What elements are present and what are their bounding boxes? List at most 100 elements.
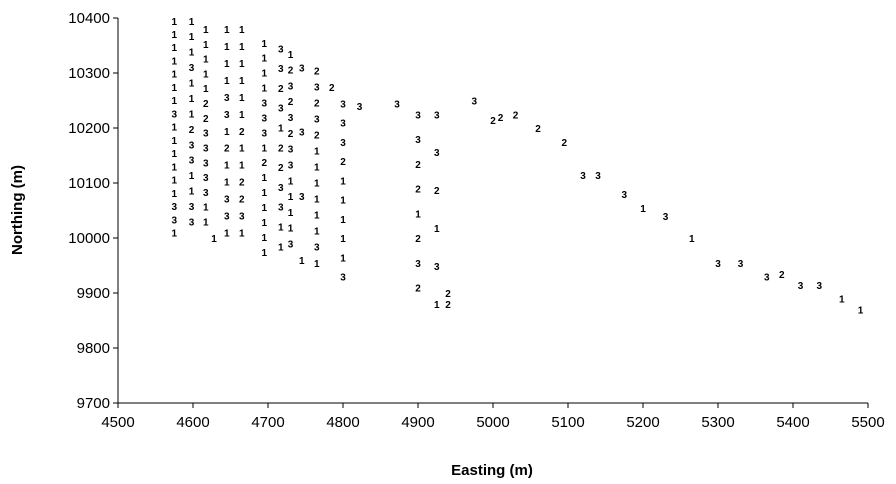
data-point-label: 1 <box>261 218 267 229</box>
data-point-label: 3 <box>288 145 294 156</box>
data-point-label: 3 <box>171 109 177 120</box>
data-point-label: 1 <box>171 189 177 200</box>
data-point-label: 2 <box>314 98 320 109</box>
data-point-label: 1 <box>340 253 346 264</box>
data-point-label: 1 <box>203 84 209 95</box>
data-point-label: 3 <box>189 140 195 151</box>
data-point-label: 3 <box>261 128 267 139</box>
data-point-label: 3 <box>224 212 230 223</box>
data-point-label: 1 <box>189 32 195 43</box>
data-point-label: 1 <box>203 203 209 214</box>
axes <box>117 18 868 404</box>
data-point-label: 1 <box>288 208 294 219</box>
data-point-label: 2 <box>278 143 284 154</box>
data-point-label: 1 <box>314 195 320 206</box>
data-point-label: 1 <box>278 123 284 134</box>
data-point-label: 3 <box>203 158 209 169</box>
data-point-label: 1 <box>211 234 217 245</box>
data-point-label: 1 <box>224 76 230 87</box>
data-point-label: 1 <box>261 39 267 50</box>
data-point-label: 3 <box>764 273 770 284</box>
y-tick-label: 9900 <box>77 285 110 302</box>
data-point-label: 2 <box>239 195 245 206</box>
data-point-label: 1 <box>340 176 346 187</box>
x-tick-label: 5500 <box>851 414 884 431</box>
data-point-label: 1 <box>340 215 346 226</box>
data-point-label: 1 <box>171 43 177 54</box>
data-point-label: 3 <box>415 259 421 270</box>
y-axis-title: Northing (m) <box>9 165 26 255</box>
data-point-label: 3 <box>288 113 294 124</box>
data-point-label: 1 <box>189 109 195 120</box>
data-point-label: 3 <box>415 110 421 121</box>
data-point-label: 1 <box>340 196 346 207</box>
data-point-label: 1 <box>224 229 230 240</box>
data-point-label: 1 <box>171 123 177 134</box>
data-point-label: 3 <box>415 135 421 146</box>
data-point-label: 3 <box>340 119 346 130</box>
data-point-label: 1 <box>278 222 284 233</box>
y-tick-label: 10100 <box>68 175 110 192</box>
data-point-label: 3 <box>171 202 177 213</box>
data-point-label: 1 <box>261 173 267 184</box>
data-point-label: 2 <box>445 289 451 300</box>
data-point-label: 1 <box>261 203 267 214</box>
data-point-label: 2 <box>490 116 496 127</box>
data-point-label: 2 <box>513 110 519 121</box>
data-point-label: 1 <box>224 178 230 189</box>
data-point-label: 1 <box>314 179 320 190</box>
data-point-label: 1 <box>189 94 195 105</box>
data-point-label: 1 <box>288 176 294 187</box>
data-point-label: 3 <box>203 188 209 199</box>
data-point-label: 3 <box>816 281 822 292</box>
data-point-label: 3 <box>261 98 267 109</box>
data-point-label: 1 <box>203 69 209 80</box>
data-point-label: 1 <box>171 96 177 107</box>
x-tick-label: 4900 <box>401 414 434 431</box>
data-point-label: 1 <box>239 229 245 240</box>
data-point-label: 2 <box>288 66 294 77</box>
data-point-label: 3 <box>340 138 346 149</box>
data-point-label: 1 <box>189 17 195 28</box>
data-point-label: 2 <box>415 284 421 295</box>
data-point-label: 1 <box>171 17 177 28</box>
data-point-label: 1 <box>434 224 440 235</box>
data-point-label: 3 <box>715 259 721 270</box>
data-point-label: 1 <box>314 227 320 238</box>
data-point-label: 2 <box>498 113 504 124</box>
data-point-label: 1 <box>261 248 267 259</box>
data-point-label: 3 <box>595 171 601 182</box>
data-point-label: 3 <box>278 104 284 115</box>
data-points: 1111111311111133111131112331133111112233… <box>171 17 863 317</box>
data-point-label: 2 <box>434 186 440 197</box>
y-tick-label: 10300 <box>68 65 110 82</box>
data-point-label: 1 <box>261 233 267 244</box>
data-point-label: 1 <box>239 93 245 104</box>
data-point-label: 3 <box>189 202 195 213</box>
data-point-label: 1 <box>261 143 267 154</box>
data-point-label: 1 <box>314 163 320 174</box>
data-point-label: 1 <box>858 306 864 317</box>
x-tick-label: 5400 <box>776 414 809 431</box>
x-tick-label: 5300 <box>701 414 734 431</box>
x-tick-label: 5000 <box>476 414 509 431</box>
data-point-label: 3 <box>239 212 245 223</box>
data-point-label: 3 <box>278 64 284 75</box>
data-point-label: 3 <box>261 113 267 124</box>
data-point-label: 1 <box>171 162 177 173</box>
data-point-label: 1 <box>314 259 320 270</box>
data-point-label: 1 <box>299 256 305 267</box>
data-point-label: 2 <box>239 178 245 189</box>
data-point-label: 2 <box>224 144 230 155</box>
data-point-label: 3 <box>798 281 804 292</box>
data-point-label: 2 <box>288 97 294 108</box>
y-tick-label: 10400 <box>68 10 110 27</box>
data-point-label: 1 <box>171 30 177 41</box>
data-point-label: 2 <box>561 138 567 149</box>
data-point-label: 1 <box>314 146 320 157</box>
data-point-label: 3 <box>314 82 320 93</box>
data-point-label: 2 <box>278 84 284 95</box>
x-tick-label: 4600 <box>176 414 209 431</box>
data-point-label: 3 <box>299 192 305 203</box>
data-point-label: 1 <box>239 76 245 87</box>
